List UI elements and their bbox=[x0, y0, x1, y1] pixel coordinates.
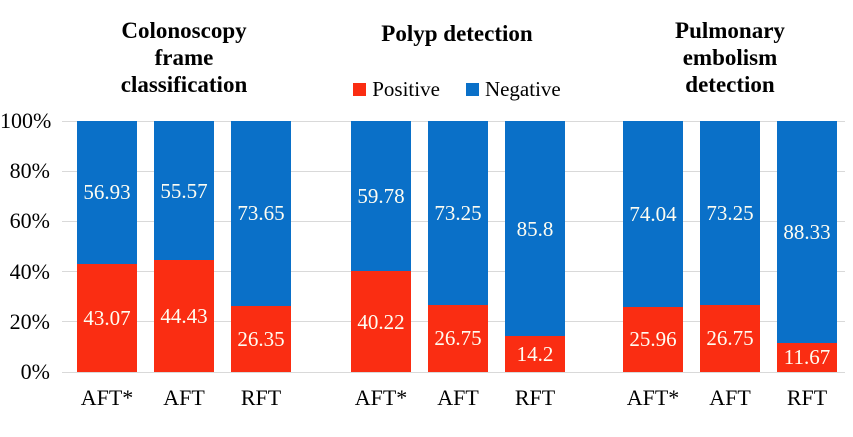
positive-segment: 14.2 bbox=[505, 336, 565, 372]
y-tick-label: 100% bbox=[0, 108, 52, 133]
group-title-pulmonary: Pulmonary embolism detection bbox=[600, 17, 853, 98]
y-tick-label: 40% bbox=[9, 258, 50, 284]
bar-group2-AFT: 26.75 73.25 bbox=[428, 121, 488, 372]
gridline-100% bbox=[62, 120, 845, 122]
positive-swatch-icon bbox=[353, 82, 367, 96]
x-tick-label: AFT bbox=[709, 385, 751, 410]
group-title-line: frame bbox=[154, 45, 214, 70]
value-label: 26.75 bbox=[706, 326, 754, 351]
value-label: 14.2 bbox=[516, 342, 554, 367]
value-label: 26.35 bbox=[237, 326, 285, 351]
value-label: 85.8 bbox=[516, 216, 554, 241]
legend-label-positive: Positive bbox=[372, 76, 440, 101]
bar-group3-AFT: 26.75 73.25 bbox=[700, 121, 760, 372]
x-tick-label: AFT* bbox=[354, 385, 408, 410]
positive-segment: 40.22 bbox=[351, 271, 411, 372]
positive-segment: 26.75 bbox=[700, 304, 760, 372]
gridline-0% bbox=[62, 371, 845, 373]
positive-segment: 11.67 bbox=[777, 342, 837, 372]
negative-segment: 55.57 bbox=[154, 121, 214, 261]
group-title-line: Polyp detection bbox=[381, 21, 533, 46]
group-title-polyp: Polyp detection bbox=[327, 20, 587, 47]
x-tick-label: RFT bbox=[240, 385, 282, 410]
plot-area: 43.07 56.93 44.43 55.57 26.35 73.65 40.22 59.78… bbox=[62, 120, 845, 373]
bar-group1-AFT: 44.43 55.57 bbox=[154, 121, 214, 372]
value-label: 59.78 bbox=[357, 184, 405, 209]
value-label: 55.57 bbox=[160, 178, 208, 203]
value-label: 26.75 bbox=[434, 326, 482, 351]
x-tick-label: AFT bbox=[163, 385, 205, 410]
group-title-line: detection bbox=[685, 72, 775, 97]
negative-segment: 85.8 bbox=[505, 121, 565, 337]
bar-group1-RFT: 26.35 73.65 bbox=[231, 121, 291, 372]
group-title-line: embolism bbox=[682, 45, 778, 70]
negative-segment: 73.25 bbox=[700, 121, 760, 305]
negative-segment: 56.93 bbox=[77, 121, 137, 264]
group-title-line: Pulmonary bbox=[675, 18, 785, 43]
value-label: 25.96 bbox=[629, 327, 677, 352]
bar-group3-RFT: 11.67 88.33 bbox=[777, 121, 837, 372]
bar-group1-AFTstar: 43.07 56.93 bbox=[77, 121, 137, 372]
x-tick-label: AFT* bbox=[80, 385, 134, 410]
x-tick-label: RFT bbox=[786, 385, 828, 410]
y-tick-label: 80% bbox=[9, 158, 50, 184]
value-label: 43.07 bbox=[83, 305, 131, 330]
negative-segment: 73.25 bbox=[428, 121, 488, 305]
positive-segment: 43.07 bbox=[77, 263, 137, 372]
value-label: 88.33 bbox=[783, 219, 831, 244]
negative-segment: 59.78 bbox=[351, 121, 411, 272]
y-axis: 0% 20% 40% 60% 80% 100% bbox=[0, 108, 51, 384]
value-label: 44.43 bbox=[160, 304, 208, 329]
value-label: 73.65 bbox=[237, 201, 285, 226]
positive-segment: 25.96 bbox=[623, 306, 683, 372]
value-label: 74.04 bbox=[629, 201, 677, 226]
group-title-line: Colonoscopy bbox=[121, 18, 247, 43]
value-label: 11.67 bbox=[783, 345, 831, 370]
x-tick-label: AFT* bbox=[626, 385, 680, 410]
x-tick-label: RFT bbox=[514, 385, 556, 410]
negative-swatch-icon bbox=[465, 82, 479, 96]
y-tick-label: 60% bbox=[9, 208, 50, 234]
group-title-line: classification bbox=[120, 72, 248, 97]
negative-segment: 88.33 bbox=[777, 121, 837, 343]
x-tick-label: AFT bbox=[437, 385, 479, 410]
legend: Positive Negative bbox=[327, 77, 587, 101]
bar-group2-RFT: 14.2 85.8 bbox=[505, 121, 565, 372]
y-tick-label: 20% bbox=[9, 308, 50, 334]
positive-segment: 44.43 bbox=[154, 260, 214, 372]
bar-group3-AFTstar: 25.96 74.04 bbox=[623, 121, 683, 372]
value-label: 56.93 bbox=[83, 180, 131, 205]
positive-segment: 26.75 bbox=[428, 304, 488, 372]
negative-segment: 73.65 bbox=[231, 121, 291, 306]
legend-item-negative: Negative bbox=[465, 76, 561, 102]
group-title-colonoscopy: Colonoscopy frame classification bbox=[54, 17, 314, 98]
value-label: 40.22 bbox=[357, 309, 405, 334]
legend-item-positive: Positive bbox=[353, 77, 440, 102]
negative-segment: 74.04 bbox=[623, 121, 683, 307]
legend-label-negative: Negative bbox=[484, 76, 561, 101]
value-label: 73.25 bbox=[706, 200, 754, 225]
positive-segment: 26.35 bbox=[231, 305, 291, 372]
bar-group2-AFTstar: 40.22 59.78 bbox=[351, 121, 411, 372]
y-tick-label: 0% bbox=[20, 359, 50, 384]
value-label: 73.25 bbox=[434, 200, 482, 225]
